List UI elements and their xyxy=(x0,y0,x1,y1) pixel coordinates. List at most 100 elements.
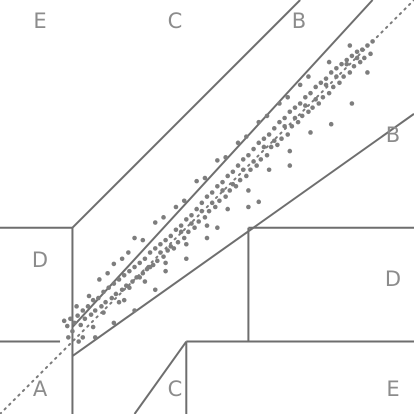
data-point xyxy=(194,206,199,212)
data-point xyxy=(163,237,168,243)
data-point xyxy=(256,140,262,146)
data-point xyxy=(181,235,187,241)
data-point xyxy=(66,335,71,340)
data-point xyxy=(155,258,160,264)
data-point xyxy=(295,119,301,125)
data-point xyxy=(127,285,132,291)
data-point xyxy=(318,80,324,86)
data-point xyxy=(113,291,119,297)
data-point xyxy=(199,200,205,206)
data-point xyxy=(192,225,197,230)
data-point xyxy=(147,264,153,270)
data-point xyxy=(175,239,181,245)
data-point xyxy=(347,43,353,48)
data-point xyxy=(140,270,146,276)
data-point xyxy=(310,105,315,110)
data-point xyxy=(82,316,88,322)
zone-label-e-bottom-right: E xyxy=(386,377,399,401)
data-point xyxy=(140,237,146,243)
data-point xyxy=(109,295,115,301)
data-point xyxy=(240,167,246,173)
data-point xyxy=(204,223,210,228)
data-point xyxy=(320,94,326,100)
data-point xyxy=(330,84,336,90)
data-point xyxy=(97,277,102,282)
data-point xyxy=(341,74,346,79)
data-point xyxy=(328,70,334,75)
data-point xyxy=(130,279,135,284)
data-point xyxy=(96,295,101,301)
data-point xyxy=(202,215,208,220)
data-point xyxy=(337,80,342,86)
data-point xyxy=(258,157,264,162)
data-point xyxy=(142,279,148,284)
data-point xyxy=(279,136,284,141)
data-point xyxy=(246,188,251,193)
data-point xyxy=(344,61,350,67)
data-point xyxy=(277,119,282,125)
data-point xyxy=(199,208,205,214)
data-point xyxy=(351,63,357,69)
data-point xyxy=(264,152,270,158)
data-point xyxy=(349,53,355,59)
data-point xyxy=(303,94,308,100)
data-point xyxy=(209,190,215,195)
data-point xyxy=(289,123,295,129)
data-point xyxy=(127,268,132,274)
data-point xyxy=(264,113,270,119)
data-point xyxy=(256,199,262,205)
data-point xyxy=(368,51,373,57)
data-point xyxy=(244,134,249,139)
data-point xyxy=(88,312,94,317)
data-point xyxy=(142,256,148,262)
data-point xyxy=(181,198,187,204)
data-point xyxy=(132,264,137,270)
data-point xyxy=(64,323,70,329)
data-point xyxy=(70,328,75,334)
data-point xyxy=(326,90,332,96)
data-point xyxy=(323,76,329,81)
data-point xyxy=(285,132,291,137)
data-point xyxy=(246,152,251,158)
data-point xyxy=(370,39,375,44)
data-point xyxy=(86,293,92,299)
data-point xyxy=(119,256,125,262)
data-point xyxy=(121,273,127,278)
data-point xyxy=(292,105,298,110)
data-point xyxy=(297,101,303,106)
data-point xyxy=(277,101,282,106)
zone-label-a: A xyxy=(33,377,48,401)
data-point xyxy=(76,339,81,344)
data-point xyxy=(137,275,143,280)
data-point xyxy=(220,188,225,193)
data-point xyxy=(347,70,353,75)
data-point xyxy=(204,194,210,199)
data-point xyxy=(299,113,305,119)
data-point xyxy=(316,101,322,106)
data-point xyxy=(313,84,318,90)
data-point xyxy=(116,277,122,282)
data-point xyxy=(121,297,127,303)
data-point xyxy=(92,335,98,340)
data-point xyxy=(152,287,158,293)
data-point xyxy=(165,248,170,253)
data-point xyxy=(268,144,274,150)
data-point xyxy=(349,101,355,106)
data-point xyxy=(292,115,298,121)
data-point xyxy=(357,59,363,65)
data-point xyxy=(101,310,106,315)
data-point xyxy=(359,47,365,52)
zone-label-b-top: B xyxy=(292,9,306,33)
data-point xyxy=(61,318,67,324)
zone-label-e-top-left: E xyxy=(33,9,46,33)
data-point xyxy=(275,142,280,148)
data-point xyxy=(246,204,251,210)
zone-label-c-bottom: C xyxy=(168,377,183,401)
data-point xyxy=(287,148,293,154)
zone-boundary-C-lower xyxy=(133,340,188,414)
data-point xyxy=(186,229,191,235)
data-point xyxy=(212,204,218,210)
data-point xyxy=(202,175,208,181)
